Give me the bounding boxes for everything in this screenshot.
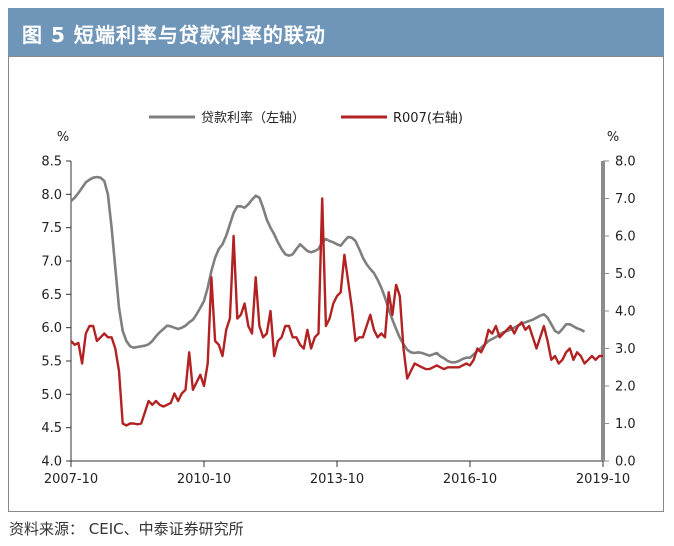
left-axis-unit: % (57, 130, 69, 145)
right-tick-label: 6.0 (615, 230, 636, 245)
x-tick-label: 2016-10 (443, 472, 497, 487)
right-axis-unit: % (607, 130, 619, 145)
line-chart: % % 4.0 4.5 5.0 5.5 6.0 6.5 7.0 7.5 8.0 8.5 0.0 1.0 2.… (41, 110, 636, 487)
left-tick-label: 7.0 (41, 255, 62, 270)
x-tick-label: 2019-10 (576, 472, 630, 487)
source-note: 资料来源： CEIC、中泰证券研究所 (9, 520, 244, 538)
figure-title-bar: 图 5 短端利率与贷款利率的联动 (8, 8, 664, 56)
left-tick-label: 8.5 (41, 155, 62, 170)
right-tick-label: 3.0 (615, 342, 636, 357)
left-tick-label: 7.5 (41, 221, 62, 236)
right-tick-label: 1.0 (615, 417, 636, 432)
right-tick-label: 2.0 (615, 380, 636, 395)
x-tick-label: 2013-10 (310, 472, 364, 487)
figure-title: 图 5 短端利率与贷款利率的联动 (22, 23, 326, 47)
right-tick-label: 5.0 (615, 267, 636, 282)
series-line-r007 (70, 197, 603, 427)
x-tick-label: 2010-10 (177, 472, 231, 487)
left-tick-label: 4.0 (41, 455, 62, 470)
right-tick-label: 4.0 (615, 305, 636, 320)
right-tick-label: 7.0 (615, 192, 636, 207)
right-tick-label: 0.0 (615, 455, 636, 470)
left-tick-label: 6.5 (41, 288, 62, 303)
left-tick-label: 5.0 (41, 388, 62, 403)
chart-area: %% 4.0 4.5 5.0 5.5 6.0 6.5 7.0 7.5 8.0 8.5 0.0 1.0 2.… (8, 56, 664, 512)
left-tick-label: 5.5 (41, 355, 62, 370)
left-tick-label: 8.0 (41, 188, 62, 203)
left-tick-label: 4.5 (41, 421, 62, 436)
left-tick-label: 6.0 (41, 321, 62, 336)
right-tick-label: 8.0 (615, 155, 636, 170)
legend-label: R007(右轴) (393, 111, 463, 126)
series-line-loan-rate (70, 175, 586, 364)
legend-label: 贷款利率（左轴） (201, 110, 305, 126)
x-tick-label: 2007-10 (44, 472, 98, 487)
